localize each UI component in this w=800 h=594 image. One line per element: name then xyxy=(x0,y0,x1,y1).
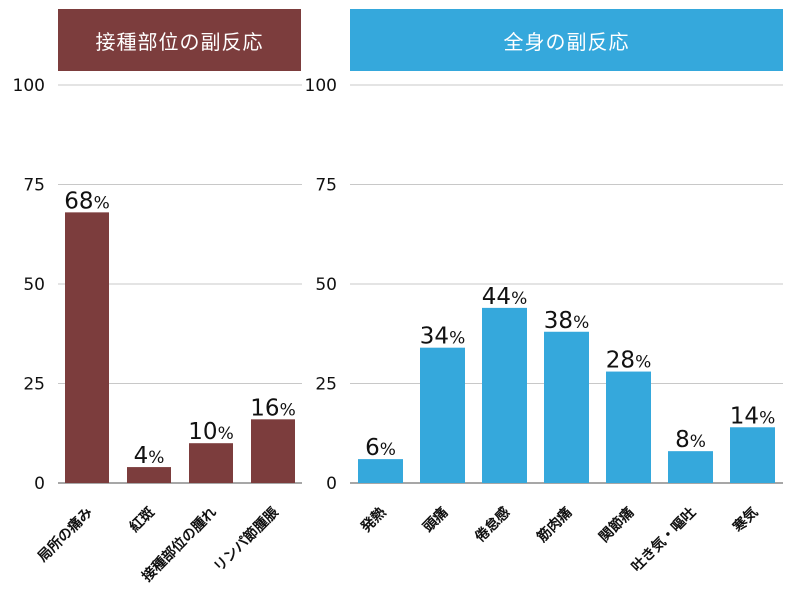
left-bar-1 xyxy=(127,467,171,483)
left-y-tick-label: 50 xyxy=(23,275,45,295)
right-x-category-label: 吐き気・嘔吐 xyxy=(628,504,699,575)
right-bar-value-number: 28 xyxy=(606,348,635,374)
right-bar-6 xyxy=(730,427,775,483)
right-bar-value-label: 44% xyxy=(482,284,527,310)
right-bar-5 xyxy=(668,451,713,483)
right-bar-value-label: 6% xyxy=(365,435,396,461)
right-bar-value-label: 38% xyxy=(544,308,589,334)
left-bar-3 xyxy=(251,419,295,483)
right-bar-value-number: 38 xyxy=(544,308,573,334)
left-bar-value-unit: % xyxy=(148,448,164,468)
right-y-tick-label: 75 xyxy=(315,176,337,196)
right-bar-value-label: 14% xyxy=(730,403,775,429)
right-x-category-label: 関節痛 xyxy=(596,504,638,546)
right-x-category-label: 筋肉痛 xyxy=(534,504,576,546)
right-x-category-label: 寒気 xyxy=(730,504,762,536)
left-bar-value-label: 4% xyxy=(134,443,165,469)
left-x-category-label: リンパ節腫脹 xyxy=(210,504,281,575)
left-y-tick-label: 25 xyxy=(23,375,45,395)
right-bar-value-number: 6 xyxy=(365,435,380,461)
left-bar-value-label: 68% xyxy=(64,188,109,214)
right-bar-4 xyxy=(606,371,651,483)
left-bar-value-unit: % xyxy=(218,424,234,444)
left-bar-value-unit: % xyxy=(280,400,296,420)
left-bar-0 xyxy=(65,212,109,484)
right-bar-value-unit: % xyxy=(511,289,527,309)
right-bar-value-number: 34 xyxy=(420,324,449,350)
right-bar-value-unit: % xyxy=(759,408,775,428)
right-bar-value-unit: % xyxy=(690,432,706,452)
right-bar-value-number: 8 xyxy=(675,427,690,453)
right-bar-2 xyxy=(482,307,527,483)
right-x-category-label: 発熱 xyxy=(357,504,390,537)
right-bar-value-label: 28% xyxy=(606,348,651,374)
left-x-category-label: 局所の痛み xyxy=(34,504,96,566)
right-x-category-label: 倦怠感 xyxy=(472,504,514,546)
left-bar-value-number: 16 xyxy=(250,395,279,421)
right-y-tick-label: 0 xyxy=(326,474,337,494)
right-bar-value-number: 44 xyxy=(482,284,511,310)
left-bar-value-label: 16% xyxy=(250,395,295,421)
right-bar-value-label: 8% xyxy=(675,427,706,453)
left-bar-chart: 025507510068%局所の痛み4%紅斑10%接種部位の腫れ16%リンパ節腫… xyxy=(13,76,302,585)
right-bar-value-label: 34% xyxy=(420,324,465,350)
right-bar-1 xyxy=(420,347,465,483)
left-bar-value-label: 10% xyxy=(188,419,233,445)
left-x-category-label: 紅斑 xyxy=(126,504,158,536)
right-y-tick-label: 50 xyxy=(315,275,337,295)
left-y-tick-label: 100 xyxy=(13,76,45,96)
right-bar-3 xyxy=(544,331,589,483)
left-bar-2 xyxy=(189,443,233,483)
right-bar-value-unit: % xyxy=(449,329,465,349)
left-bar-value-number: 10 xyxy=(188,419,217,445)
left-bar-value-number: 4 xyxy=(134,443,149,469)
right-bar-0 xyxy=(358,459,403,483)
right-panel-title: 全身の副反応 xyxy=(350,9,783,71)
right-bar-value-unit: % xyxy=(380,440,396,460)
right-bar-value-number: 14 xyxy=(730,403,759,429)
left-bar-value-number: 68 xyxy=(64,188,93,214)
right-x-category-label: 頭痛 xyxy=(420,504,452,536)
left-y-tick-label: 75 xyxy=(23,176,45,196)
left-bar-value-unit: % xyxy=(94,193,110,213)
left-panel-title: 接種部位の副反応 xyxy=(58,9,301,71)
right-bar-value-unit: % xyxy=(573,313,589,333)
right-y-tick-label: 100 xyxy=(305,76,337,96)
right-bar-value-unit: % xyxy=(635,353,651,373)
right-bar-chart: 0 25 50 75 100 6% 発熱 34% 頭痛 44% 倦怠感 38% 筋肉痛 28% 関節痛 8% 吐… xyxy=(305,76,783,575)
left-y-tick-label: 0 xyxy=(34,474,45,494)
right-y-tick-label: 25 xyxy=(315,375,337,395)
